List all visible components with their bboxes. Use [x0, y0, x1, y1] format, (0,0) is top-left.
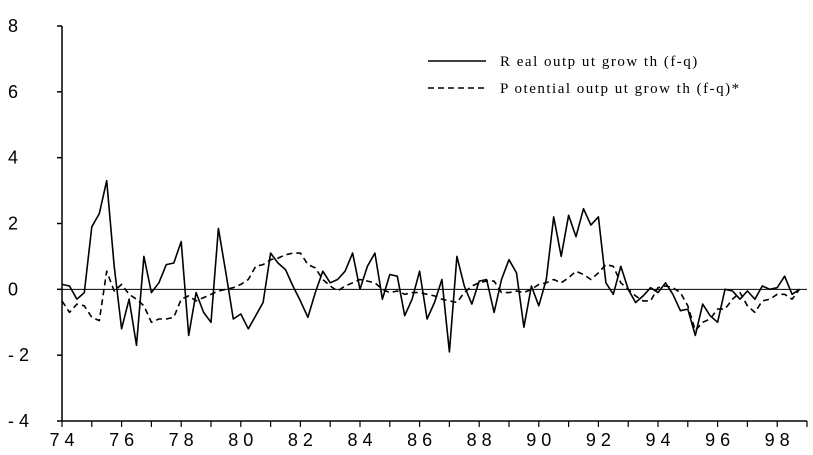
legend-label-potential-output: P otential outp ut grow th (f-q)*	[500, 81, 741, 97]
y-tick-label: 0	[8, 279, 18, 299]
x-tick-label: 8 8	[467, 430, 492, 450]
x-tick-label: 7 4	[49, 430, 74, 450]
axes: - 4 - 2 0 2 4 6 8 7 4 7 6 7 8 8 0 8 2 8 4 8 6 8 8 9 0 9 …	[8, 16, 808, 450]
legend: R eal outp ut grow th (f-q) P otential o…	[428, 54, 741, 97]
x-tick-label: 9 2	[586, 430, 611, 450]
x-tick-label: 7 6	[109, 430, 134, 450]
y-tick-label: - 4	[8, 411, 29, 431]
series-layer	[61, 179, 801, 353]
x-tick-label: 9 8	[765, 430, 790, 450]
x-tick-label: 8 0	[228, 430, 253, 450]
x-tick-label: 9 4	[645, 430, 670, 450]
x-tick-label: 8 2	[288, 430, 313, 450]
x-tick-label: 7 8	[169, 430, 194, 450]
y-tick-label: 6	[8, 82, 18, 102]
series-line-real-output	[61, 179, 800, 353]
x-tick-label: 8 6	[407, 430, 432, 450]
series-line-potential-output	[61, 252, 801, 332]
legend-label-real-output: R eal outp ut grow th (f-q)	[500, 54, 699, 70]
y-tick-label: 2	[8, 214, 18, 234]
x-tick-label: 9 0	[526, 430, 551, 450]
x-tick-label: 9 6	[705, 430, 730, 450]
y-tick-label: 8	[8, 16, 18, 36]
x-tick-label: 8 4	[347, 430, 372, 450]
y-tick-label: 4	[8, 148, 18, 168]
y-tick-label: - 2	[8, 345, 29, 365]
